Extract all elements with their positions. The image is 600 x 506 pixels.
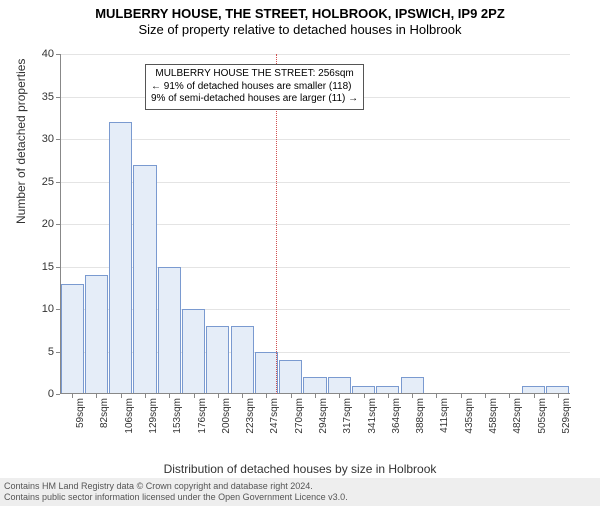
- xtick-label: 200sqm: [221, 398, 232, 434]
- xtick-label: 247sqm: [269, 398, 280, 434]
- bar: [279, 360, 302, 394]
- xtick-label: 270sqm: [294, 398, 305, 434]
- chart-title-line2: Size of property relative to detached ho…: [0, 22, 600, 37]
- ytick-label: 35: [42, 91, 54, 103]
- xtick-mark: [291, 394, 292, 398]
- ytick-label: 25: [42, 176, 54, 188]
- chart-container: MULBERRY HOUSE, THE STREET, HOLBROOK, IP…: [0, 6, 600, 506]
- bar: [401, 377, 424, 394]
- xtick-mark: [388, 394, 389, 398]
- ytick-label: 20: [42, 218, 54, 230]
- y-axis-line: [60, 54, 61, 394]
- xtick-label: 529sqm: [561, 398, 572, 434]
- xtick-label: 176sqm: [197, 398, 208, 434]
- xtick-label: 82sqm: [99, 398, 110, 428]
- ytick-mark: [56, 394, 60, 395]
- xtick-mark: [72, 394, 73, 398]
- xtick-mark: [412, 394, 413, 398]
- xtick-mark: [194, 394, 195, 398]
- xtick-mark: [485, 394, 486, 398]
- ytick-label: 5: [48, 346, 54, 358]
- ytick-label: 10: [42, 303, 54, 315]
- xtick-mark: [534, 394, 535, 398]
- footer-line1: Contains HM Land Registry data © Crown c…: [4, 481, 596, 492]
- xtick-label: 317sqm: [342, 398, 353, 434]
- xtick-mark: [96, 394, 97, 398]
- xtick-label: 106sqm: [124, 398, 135, 434]
- xtick-mark: [558, 394, 559, 398]
- xtick-mark: [315, 394, 316, 398]
- bar: [109, 122, 132, 394]
- annotation-line2: ← 91% of detached houses are smaller (11…: [151, 81, 358, 94]
- xtick-label: 435sqm: [464, 398, 475, 434]
- ytick-label: 15: [42, 261, 54, 273]
- xtick-label: 294sqm: [318, 398, 329, 434]
- xtick-mark: [509, 394, 510, 398]
- ytick-label: 0: [48, 388, 54, 400]
- bar: [255, 352, 278, 395]
- bar: [206, 326, 229, 394]
- bar: [85, 275, 108, 394]
- xtick-mark: [339, 394, 340, 398]
- footer-line2: Contains public sector information licen…: [4, 492, 596, 503]
- xtick-label: 129sqm: [148, 398, 159, 434]
- xtick-label: 482sqm: [512, 398, 523, 434]
- xtick-mark: [169, 394, 170, 398]
- ytick-label: 30: [42, 133, 54, 145]
- annotation-box: MULBERRY HOUSE THE STREET: 256sqm← 91% o…: [145, 64, 364, 110]
- xtick-mark: [461, 394, 462, 398]
- xtick-label: 341sqm: [367, 398, 378, 434]
- y-axis-label: Number of detached properties: [14, 59, 28, 224]
- xtick-mark: [218, 394, 219, 398]
- xtick-label: 505sqm: [537, 398, 548, 434]
- xtick-label: 223sqm: [245, 398, 256, 434]
- xtick-mark: [121, 394, 122, 398]
- xtick-mark: [145, 394, 146, 398]
- grid-line: [60, 139, 570, 140]
- plot-area: 051015202530354059sqm82sqm106sqm129sqm15…: [60, 54, 570, 394]
- bar: [303, 377, 326, 394]
- chart-title-line1: MULBERRY HOUSE, THE STREET, HOLBROOK, IP…: [0, 6, 600, 21]
- footer: Contains HM Land Registry data © Crown c…: [0, 478, 600, 506]
- bar: [231, 326, 254, 394]
- bar: [182, 309, 205, 394]
- xtick-label: 59sqm: [75, 398, 86, 428]
- xtick-mark: [242, 394, 243, 398]
- ytick-label: 40: [42, 48, 54, 60]
- grid-line: [60, 54, 570, 55]
- xtick-mark: [266, 394, 267, 398]
- xtick-mark: [436, 394, 437, 398]
- bar: [133, 165, 156, 395]
- annotation-line1: MULBERRY HOUSE THE STREET: 256sqm: [151, 68, 358, 81]
- xtick-label: 388sqm: [415, 398, 426, 434]
- xtick-label: 411sqm: [439, 398, 450, 433]
- bar: [328, 377, 351, 394]
- bar: [61, 284, 84, 395]
- annotation-line3: 9% of semi-detached houses are larger (1…: [151, 93, 358, 106]
- xtick-label: 458sqm: [488, 398, 499, 434]
- xtick-label: 153sqm: [172, 398, 183, 434]
- xtick-label: 364sqm: [391, 398, 402, 434]
- xtick-mark: [364, 394, 365, 398]
- x-axis-line: [60, 393, 570, 394]
- x-axis-label: Distribution of detached houses by size …: [0, 462, 600, 476]
- bar: [158, 267, 181, 395]
